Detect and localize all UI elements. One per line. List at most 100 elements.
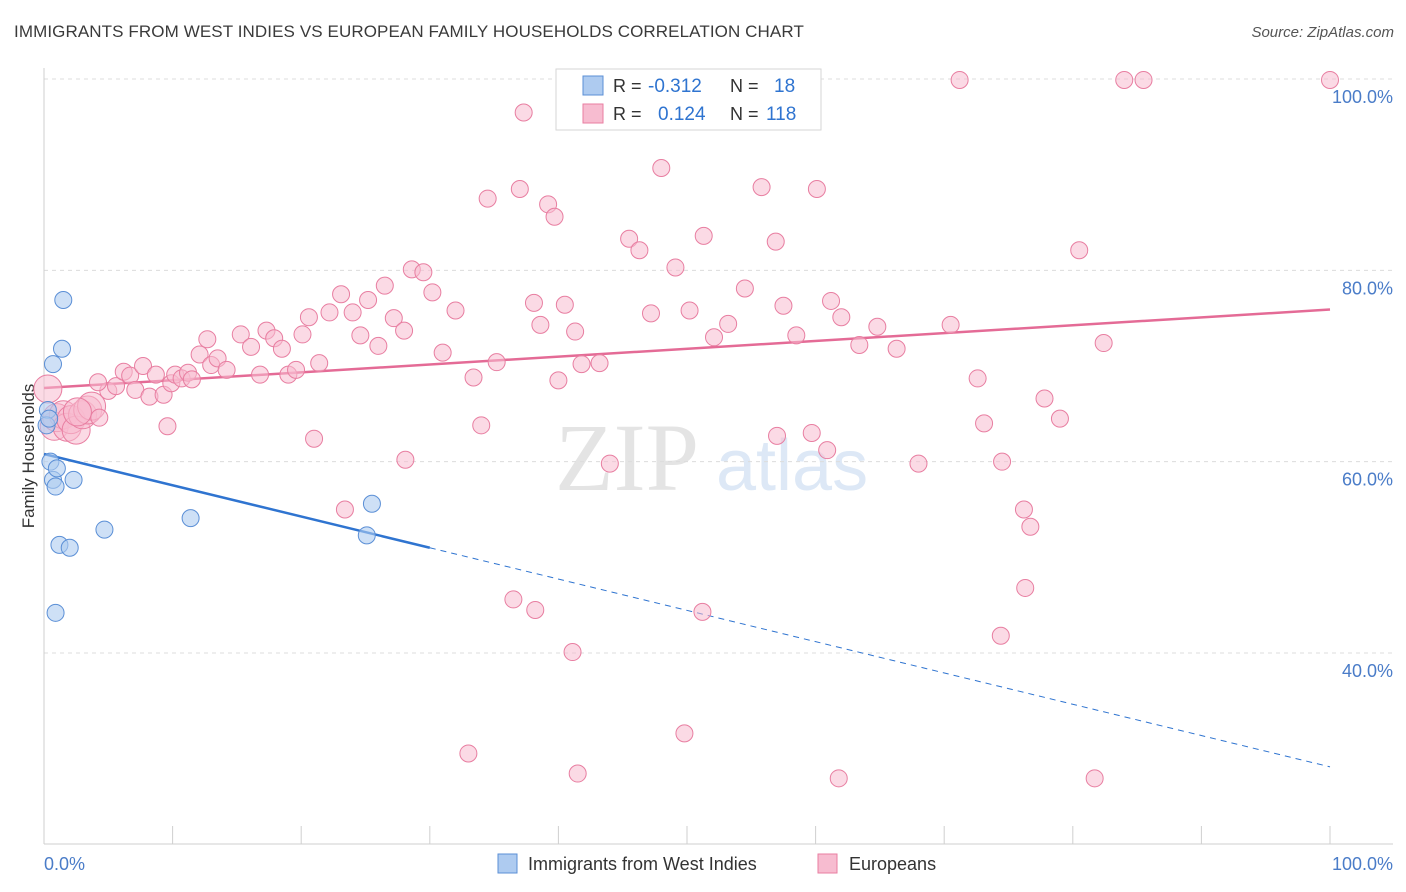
legend-r-label-2: R =	[613, 104, 642, 124]
point-europeans-18	[146, 365, 165, 384]
point-europeans-107	[1021, 517, 1040, 536]
point-west-indies-13	[95, 520, 114, 539]
legend-swatch-blue	[582, 75, 604, 96]
point-europeans-49	[395, 321, 414, 340]
point-europeans-58	[478, 189, 497, 208]
legend-n-value-1: 18	[774, 76, 795, 97]
point-europeans-47	[375, 276, 394, 295]
source-credit: Source: ZipAtlas.com	[1251, 24, 1394, 41]
point-europeans-68	[590, 354, 609, 373]
point-europeans-30	[231, 325, 250, 344]
point-europeans-29	[217, 360, 236, 379]
watermark-zip: ZIP	[555, 404, 699, 511]
x-tick-labels: 0.0% 100.0%	[44, 854, 1393, 874]
bottom-legend-label-west-indies: Immigrants from West Indies	[528, 854, 757, 874]
point-west-indies-17	[40, 409, 59, 428]
point-europeans-117	[568, 764, 587, 783]
point-europeans-99	[1094, 334, 1113, 353]
point-europeans-41	[320, 303, 339, 322]
x-tick-label-100: 100.0%	[1332, 854, 1393, 874]
point-europeans-114	[991, 626, 1010, 645]
legend-r-label-1: R =	[613, 76, 642, 96]
point-europeans-118	[675, 724, 694, 743]
point-europeans-93	[975, 414, 994, 433]
point-europeans-100	[1115, 70, 1134, 89]
correlation-legend: R = -0.312 N = 18 R = 0.124 N = 118	[555, 68, 822, 131]
point-europeans-76	[694, 226, 713, 245]
point-europeans-55	[464, 368, 483, 387]
point-europeans-92	[968, 369, 987, 388]
point-europeans-53	[433, 343, 452, 362]
point-europeans-26	[198, 330, 217, 349]
point-europeans-102	[1321, 70, 1339, 89]
point-europeans-104	[514, 103, 533, 122]
trend-line-west-indies-extension	[429, 547, 1331, 768]
point-europeans-60	[524, 293, 543, 312]
x-tick-label-0: 0.0%	[44, 854, 85, 874]
point-europeans-83	[787, 326, 806, 345]
point-europeans-66	[566, 322, 585, 341]
point-europeans-31	[242, 337, 261, 356]
point-europeans-74	[666, 258, 685, 277]
point-europeans-70	[620, 229, 639, 248]
point-europeans-91	[941, 315, 960, 334]
legend-r-value-1: -0.312	[648, 76, 702, 97]
chart-title: IMMIGRANTS FROM WEST INDIES VS EUROPEAN …	[14, 22, 804, 41]
point-europeans-90	[909, 454, 928, 473]
point-europeans-108	[802, 423, 821, 442]
axes	[43, 68, 1393, 845]
point-europeans-82	[774, 296, 793, 315]
point-europeans-51	[414, 263, 433, 282]
point-europeans-32	[251, 365, 270, 384]
trend-line-europeans	[43, 308, 1331, 390]
point-europeans-77	[705, 328, 724, 347]
y-tick-labels: 40.0% 60.0% 80.0% 100.0%	[1332, 87, 1393, 681]
point-europeans-86	[832, 308, 851, 327]
watermark-atlas: atlas	[716, 426, 868, 506]
point-europeans-84	[807, 180, 826, 199]
point-europeans-109	[768, 426, 787, 445]
point-europeans-71	[630, 241, 649, 260]
bottom-legend-label-europeans: Europeans	[849, 854, 936, 874]
point-europeans-35	[272, 339, 291, 358]
point-europeans-121	[396, 450, 415, 469]
point-europeans-10	[90, 408, 109, 427]
point-europeans-48	[384, 309, 403, 328]
point-europeans-127	[818, 441, 837, 460]
bottom-legend-swatch-blue	[497, 853, 518, 874]
bottom-legend-swatch-pink	[817, 853, 838, 874]
point-europeans-67	[572, 355, 591, 374]
point-europeans-0	[33, 374, 63, 404]
point-europeans-101	[1134, 70, 1153, 89]
point-west-indies-14	[181, 509, 200, 528]
y-tick-label-80: 80.0%	[1342, 278, 1393, 298]
point-europeans-81	[766, 232, 785, 251]
point-west-indies-15	[357, 526, 376, 545]
point-europeans-119	[829, 769, 848, 788]
point-west-indies-11	[60, 538, 79, 557]
point-europeans-115	[1016, 578, 1035, 597]
point-europeans-45	[359, 290, 378, 309]
point-europeans-97	[1050, 409, 1069, 428]
point-europeans-69	[600, 454, 619, 473]
point-europeans-78	[719, 314, 738, 333]
point-europeans-59	[510, 180, 529, 199]
point-europeans-110	[504, 590, 523, 609]
point-europeans-88	[868, 317, 887, 336]
point-europeans-75	[680, 301, 699, 320]
point-west-indies-10	[46, 603, 65, 622]
point-europeans-39	[299, 308, 318, 327]
point-europeans-94	[993, 452, 1012, 471]
point-europeans-37	[287, 360, 306, 379]
point-europeans-61	[531, 315, 550, 334]
legend-n-value-2: 118	[766, 104, 796, 125]
point-europeans-65	[555, 295, 574, 314]
point-europeans-63	[545, 207, 564, 226]
point-europeans-89	[887, 339, 906, 358]
point-europeans-87	[850, 335, 869, 354]
point-europeans-95	[1014, 500, 1033, 519]
point-europeans-126	[62, 397, 92, 427]
point-europeans-85	[822, 291, 841, 310]
point-europeans-52	[423, 283, 442, 302]
